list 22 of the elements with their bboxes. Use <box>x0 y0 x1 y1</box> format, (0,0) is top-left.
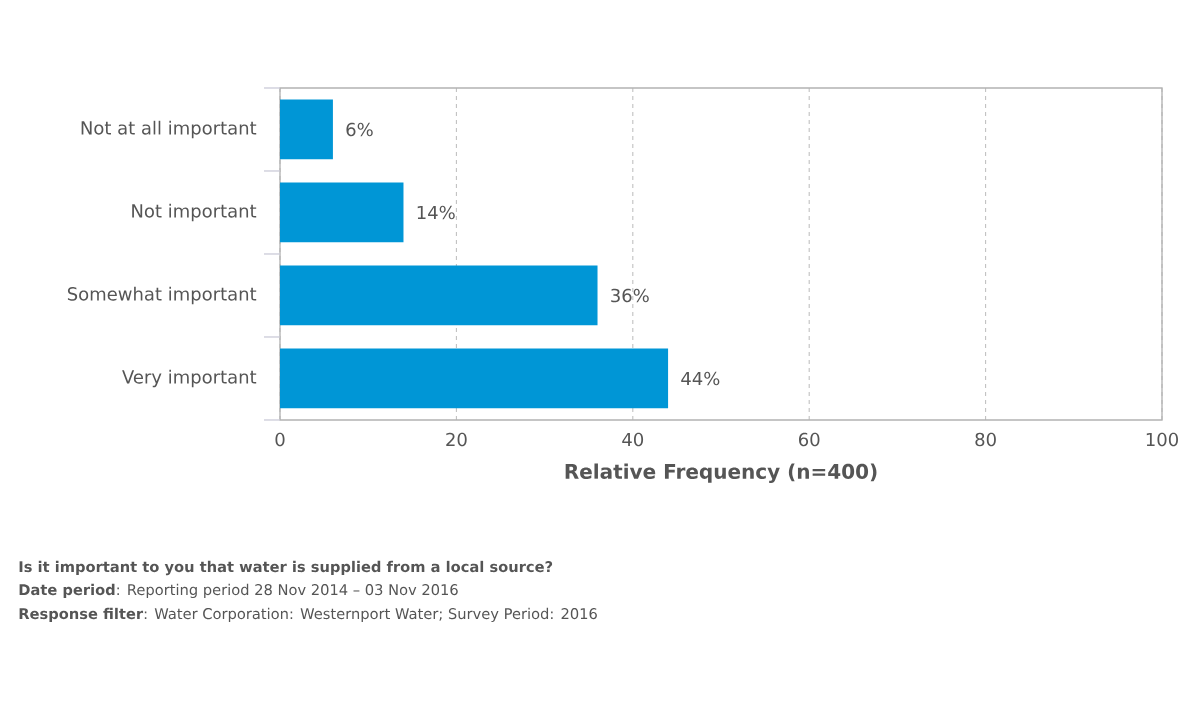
text: Response filter: Water Corporation: Westernport Water; Survey Period: 2016 <box>19 607 597 623</box>
y-tick-label: Not at all important <box>81 120 257 139</box>
bar <box>280 265 598 326</box>
bar <box>280 99 333 160</box>
x-tick-label: 60 <box>799 432 820 447</box>
text: Date period: Reporting period 28 Nov 2014 – 03 Nov 2016 <box>19 583 458 599</box>
x-tick-label: 0 <box>275 432 285 447</box>
bar <box>280 348 669 409</box>
x-axis-title: Relative Frequency (n=400) <box>565 463 877 483</box>
x-tick-label: 100 <box>1146 432 1178 447</box>
data-label: 44% <box>681 371 720 386</box>
x-tick-label: 80 <box>975 432 996 447</box>
x-tick-label: 20 <box>446 432 467 447</box>
bar <box>280 182 404 243</box>
y-tick-label: Not important <box>132 203 257 222</box>
text: Is it important to you that water is supplied from a local source? <box>19 560 553 576</box>
y-tick-label: Very important <box>122 369 257 388</box>
data-label: 14% <box>417 205 455 220</box>
data-label: 36% <box>611 288 649 303</box>
y-tick-label: Somewhat important <box>67 286 257 305</box>
data-label: 6% <box>346 122 373 137</box>
x-tick-label: 40 <box>622 432 644 447</box>
